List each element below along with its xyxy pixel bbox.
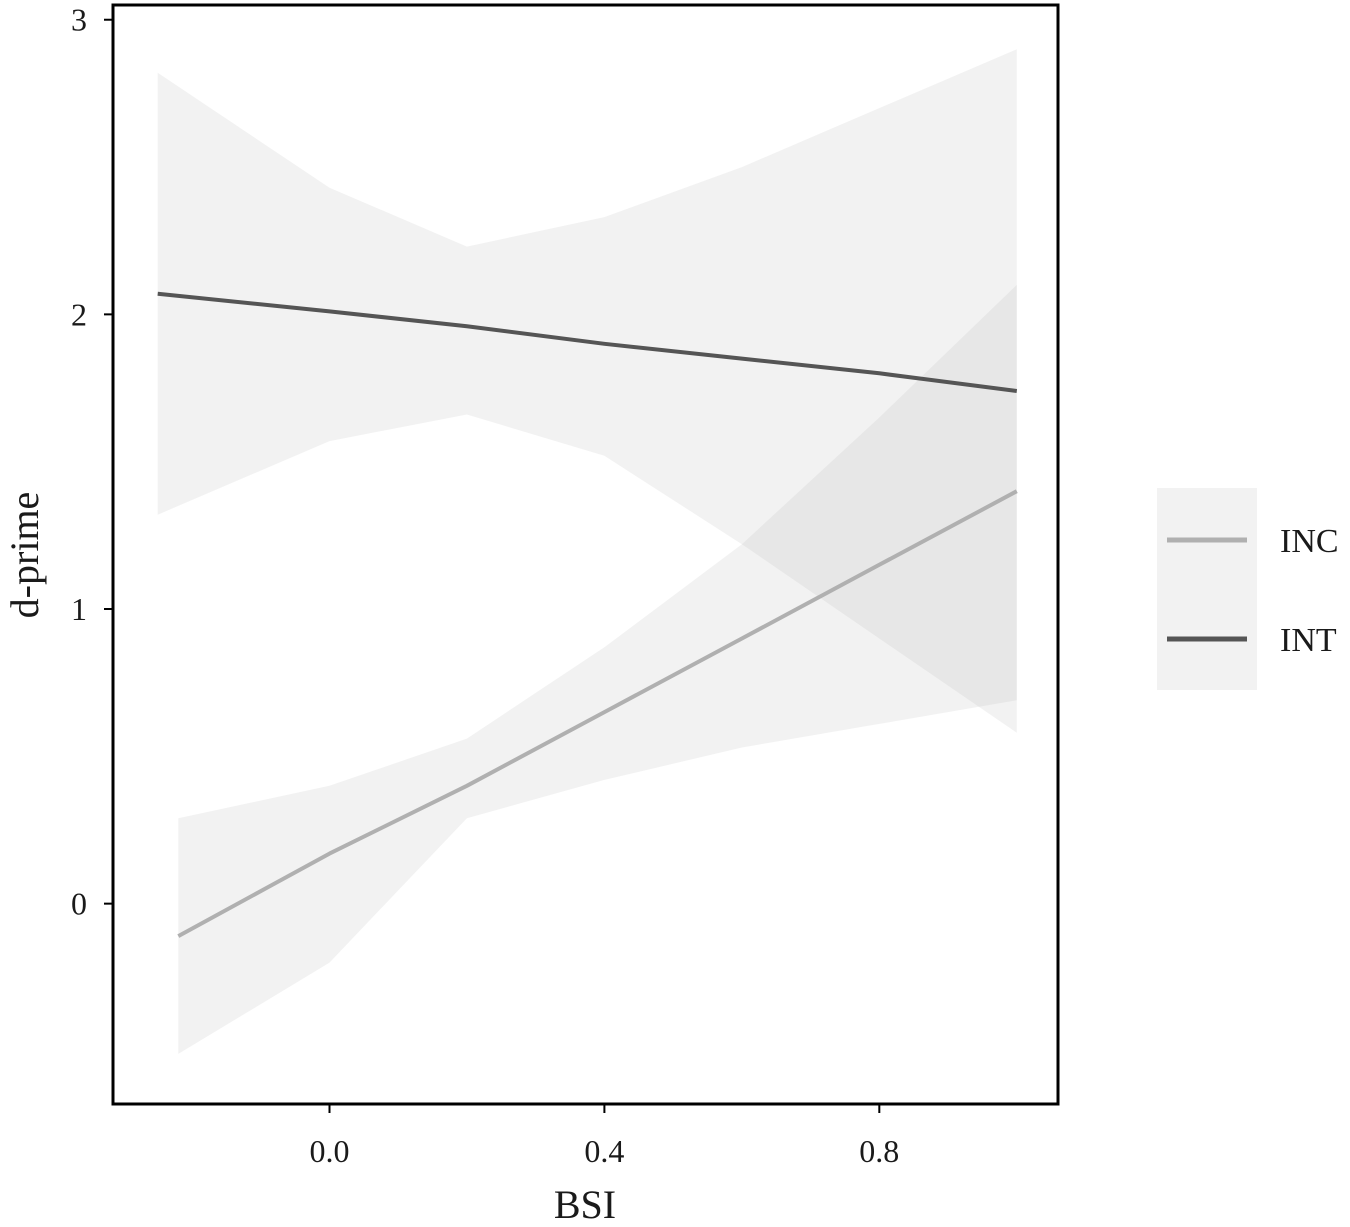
series-line-int	[157, 291, 1018, 393]
series-line-inc	[177, 489, 1018, 938]
y-tick-label: 0	[71, 886, 87, 922]
y-axis-title: d-prime	[2, 492, 47, 619]
ribbon-inc	[178, 284, 1017, 1054]
x-tick-label: 0.8	[859, 1133, 899, 1169]
x-tick-label: 0.4	[584, 1133, 624, 1169]
x-ticks: 0.0 0.4 0.8	[309, 1104, 899, 1169]
y-ticks: 0 1 2 3	[71, 2, 113, 922]
y-tick-label: 1	[71, 591, 87, 627]
x-axis-title: BSI	[554, 1182, 616, 1227]
legend-label-inc: INC	[1280, 523, 1339, 560]
legend: INC INT	[1157, 488, 1339, 690]
legend-label-int: INT	[1280, 622, 1337, 659]
ribbons-layer	[157, 49, 1017, 1054]
lines-layer	[157, 291, 1018, 938]
y-tick-label: 3	[71, 2, 87, 38]
y-tick-label: 2	[71, 296, 87, 332]
ribbon-int	[157, 49, 1017, 733]
plot-panel-border	[111, 3, 1060, 1106]
x-tick-label: 0.0	[309, 1133, 349, 1169]
legend-key-background	[1157, 488, 1257, 690]
